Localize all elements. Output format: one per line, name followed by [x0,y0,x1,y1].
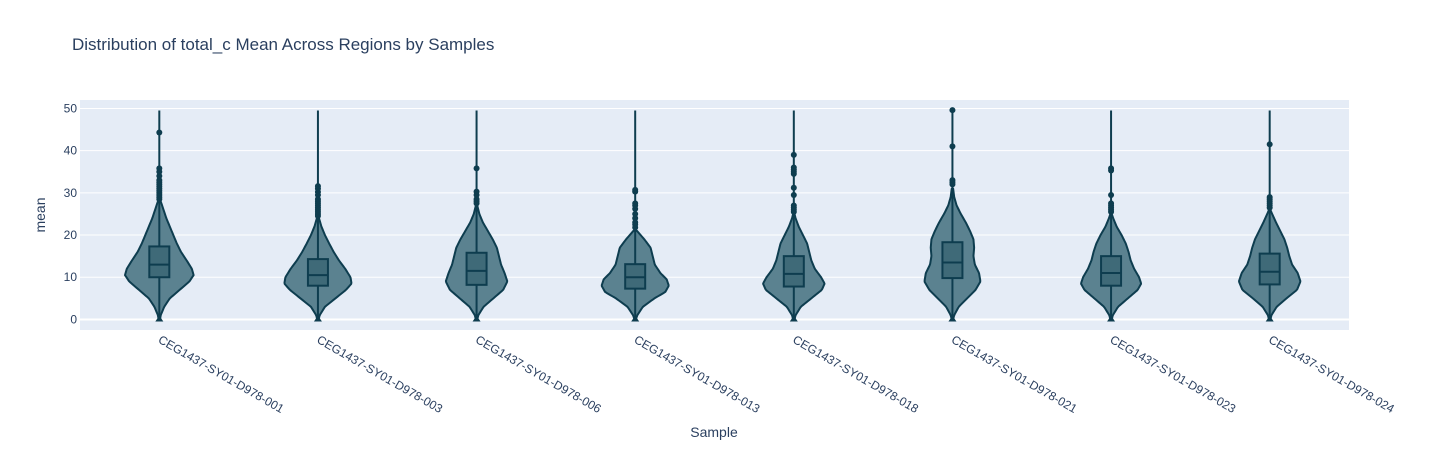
violins [124,107,1302,322]
y-tick-label: 0 [70,312,77,326]
x-tick-label: CEG1437-SY01-D978-023 [1108,332,1239,416]
y-tick-label: 10 [64,270,78,284]
y-tick-label: 30 [64,186,78,200]
outlier-point [632,210,639,217]
x-tick-label: CEG1437-SY01-D978-018 [790,332,921,416]
iqr-box [941,241,964,280]
iqr-box [1258,252,1281,286]
x-tick-label: CEG1437-SY01-D978-021 [949,332,1080,416]
outlier-point [790,202,797,209]
outlier-point [949,177,956,184]
outlier-point [632,186,639,193]
outlier-point [790,164,797,171]
outlier-point [314,196,321,203]
outlier-point [473,196,480,203]
iqr-box [465,251,488,286]
outlier-point [1108,191,1115,198]
x-tick-label: CEG1437-SY01-D978-024 [1266,332,1397,416]
outlier-point [949,143,956,150]
outlier-point [156,165,163,172]
chart-title: Distribution of total_c Mean Across Regi… [72,35,494,54]
outlier-point [156,177,163,184]
violin [1080,110,1143,322]
outlier-point [1266,141,1273,148]
outlier-point [949,107,956,114]
violin [762,110,826,322]
outlier-point [790,151,797,158]
outlier-point [473,188,480,195]
outlier-point [1108,200,1115,207]
violin [923,107,982,322]
violin [124,110,195,322]
x-tick-label: CEG1437-SY01-D978-001 [156,332,287,416]
iqr-box [306,258,329,287]
x-tick-label: CEG1437-SY01-D978-013 [632,332,763,416]
outlier-point [156,129,163,136]
x-tick-labels: CEG1437-SY01-D978-001 CEG1437-SY01-D978-0… [156,332,1397,416]
violin [444,110,509,322]
x-tick-label: CEG1437-SY01-D978-006 [473,332,604,416]
x-tick-label: CEG1437-SY01-D978-003 [314,332,445,416]
iqr-box [1100,255,1123,287]
outlier-point [790,191,797,198]
outlier-point [632,219,639,226]
y-tick-labels: 0 10 20 30 40 50 [64,101,78,326]
y-tick-label: 20 [64,228,78,242]
violin [1238,110,1302,322]
outlier-point [1266,194,1273,201]
outlier-point [473,165,480,172]
iqr-box [782,255,805,288]
outlier-point [314,183,321,190]
outlier-point [156,172,163,179]
outlier-point [1108,165,1115,172]
outlier-point [790,184,797,191]
violin [283,110,353,322]
y-axis-title: mean [32,197,48,232]
outlier-point [632,200,639,207]
y-tick-label: 40 [64,144,78,158]
iqr-box [148,245,171,279]
y-tick-label: 50 [64,101,78,115]
x-axis-title: Sample [690,424,738,440]
outlier-point [632,215,639,222]
violin [600,110,670,322]
plot-area [80,100,1349,330]
